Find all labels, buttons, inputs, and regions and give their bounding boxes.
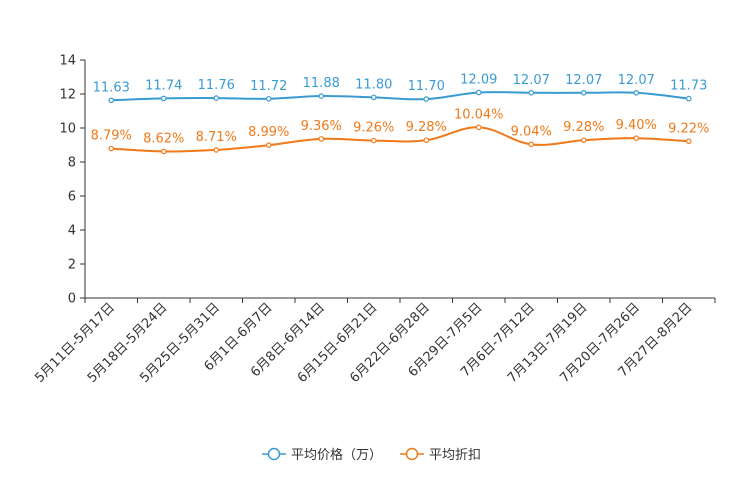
data-label: 9.40% <box>616 118 657 133</box>
legend-marker-0 <box>267 447 281 461</box>
data-label: 8.99% <box>248 125 289 140</box>
data-point <box>423 96 430 102</box>
data-label: 12.07 <box>618 73 655 88</box>
data-point <box>423 137 430 144</box>
y-tick-label: 12 <box>59 88 76 103</box>
data-label: 11.73 <box>670 79 707 94</box>
data-label: 8.62% <box>143 131 184 146</box>
y-tick-label: 10 <box>59 122 76 137</box>
data-point <box>108 145 115 152</box>
data-point <box>370 94 377 101</box>
legend-label-0: 平均价格（万） <box>291 447 382 463</box>
data-point <box>318 136 325 142</box>
data-point <box>160 148 167 155</box>
data-label: 8.71% <box>196 130 237 145</box>
data-point <box>580 90 587 96</box>
data-label: 11.63 <box>93 80 130 95</box>
chart-legend[interactable]: 平均价格（万） 平均折扣 <box>262 447 481 463</box>
data-label: 11.74 <box>145 78 182 93</box>
chart-axes: 024681012145月11日-5月17日5月18日-5月24日5月25日-5… <box>32 54 716 386</box>
data-point <box>685 138 692 145</box>
data-label: 9.04% <box>511 124 552 139</box>
data-point <box>213 95 220 101</box>
data-label: 12.07 <box>513 73 550 88</box>
chart-series: 11.63 11.74 11.76 11.72 11.88 11.80 11.70 12.09… <box>91 72 709 155</box>
legend-marker-1 <box>405 447 419 461</box>
data-label: 11.72 <box>250 79 287 94</box>
data-label: 9.26% <box>353 121 394 136</box>
data-point <box>265 95 272 102</box>
data-point <box>475 89 482 96</box>
data-point <box>475 124 482 131</box>
y-tick-label: 0 <box>68 292 76 307</box>
data-label: 9.36% <box>301 119 342 134</box>
data-point <box>580 137 587 144</box>
data-point <box>160 95 167 102</box>
data-point <box>633 90 640 96</box>
data-point <box>685 95 692 102</box>
data-label: 11.70 <box>408 79 445 94</box>
y-tick-label: 14 <box>59 54 76 69</box>
data-label: 8.79% <box>91 129 132 144</box>
data-point <box>370 137 377 144</box>
data-point <box>108 97 115 104</box>
data-point <box>633 135 640 142</box>
data-point <box>318 93 325 99</box>
y-tick-label: 2 <box>68 258 76 273</box>
data-point <box>528 90 535 96</box>
data-label: 9.22% <box>668 121 709 136</box>
y-tick-label: 6 <box>68 190 76 205</box>
data-label: 12.09 <box>460 72 497 87</box>
data-point <box>213 147 220 153</box>
data-label: 11.80 <box>355 77 392 92</box>
data-point <box>528 141 535 148</box>
data-label: 11.88 <box>303 76 340 91</box>
data-label: 11.76 <box>198 78 235 93</box>
series-line-1 <box>111 126 689 153</box>
data-label: 10.04% <box>454 107 504 122</box>
y-tick-label: 8 <box>68 156 76 171</box>
data-label: 12.07 <box>565 73 602 88</box>
data-label: 9.28% <box>563 120 604 135</box>
y-tick-label: 4 <box>68 224 76 239</box>
legend-label-1: 平均折扣 <box>429 448 481 463</box>
data-label: 9.28% <box>406 120 447 135</box>
series-line-0 <box>111 91 689 102</box>
data-point <box>265 142 272 148</box>
